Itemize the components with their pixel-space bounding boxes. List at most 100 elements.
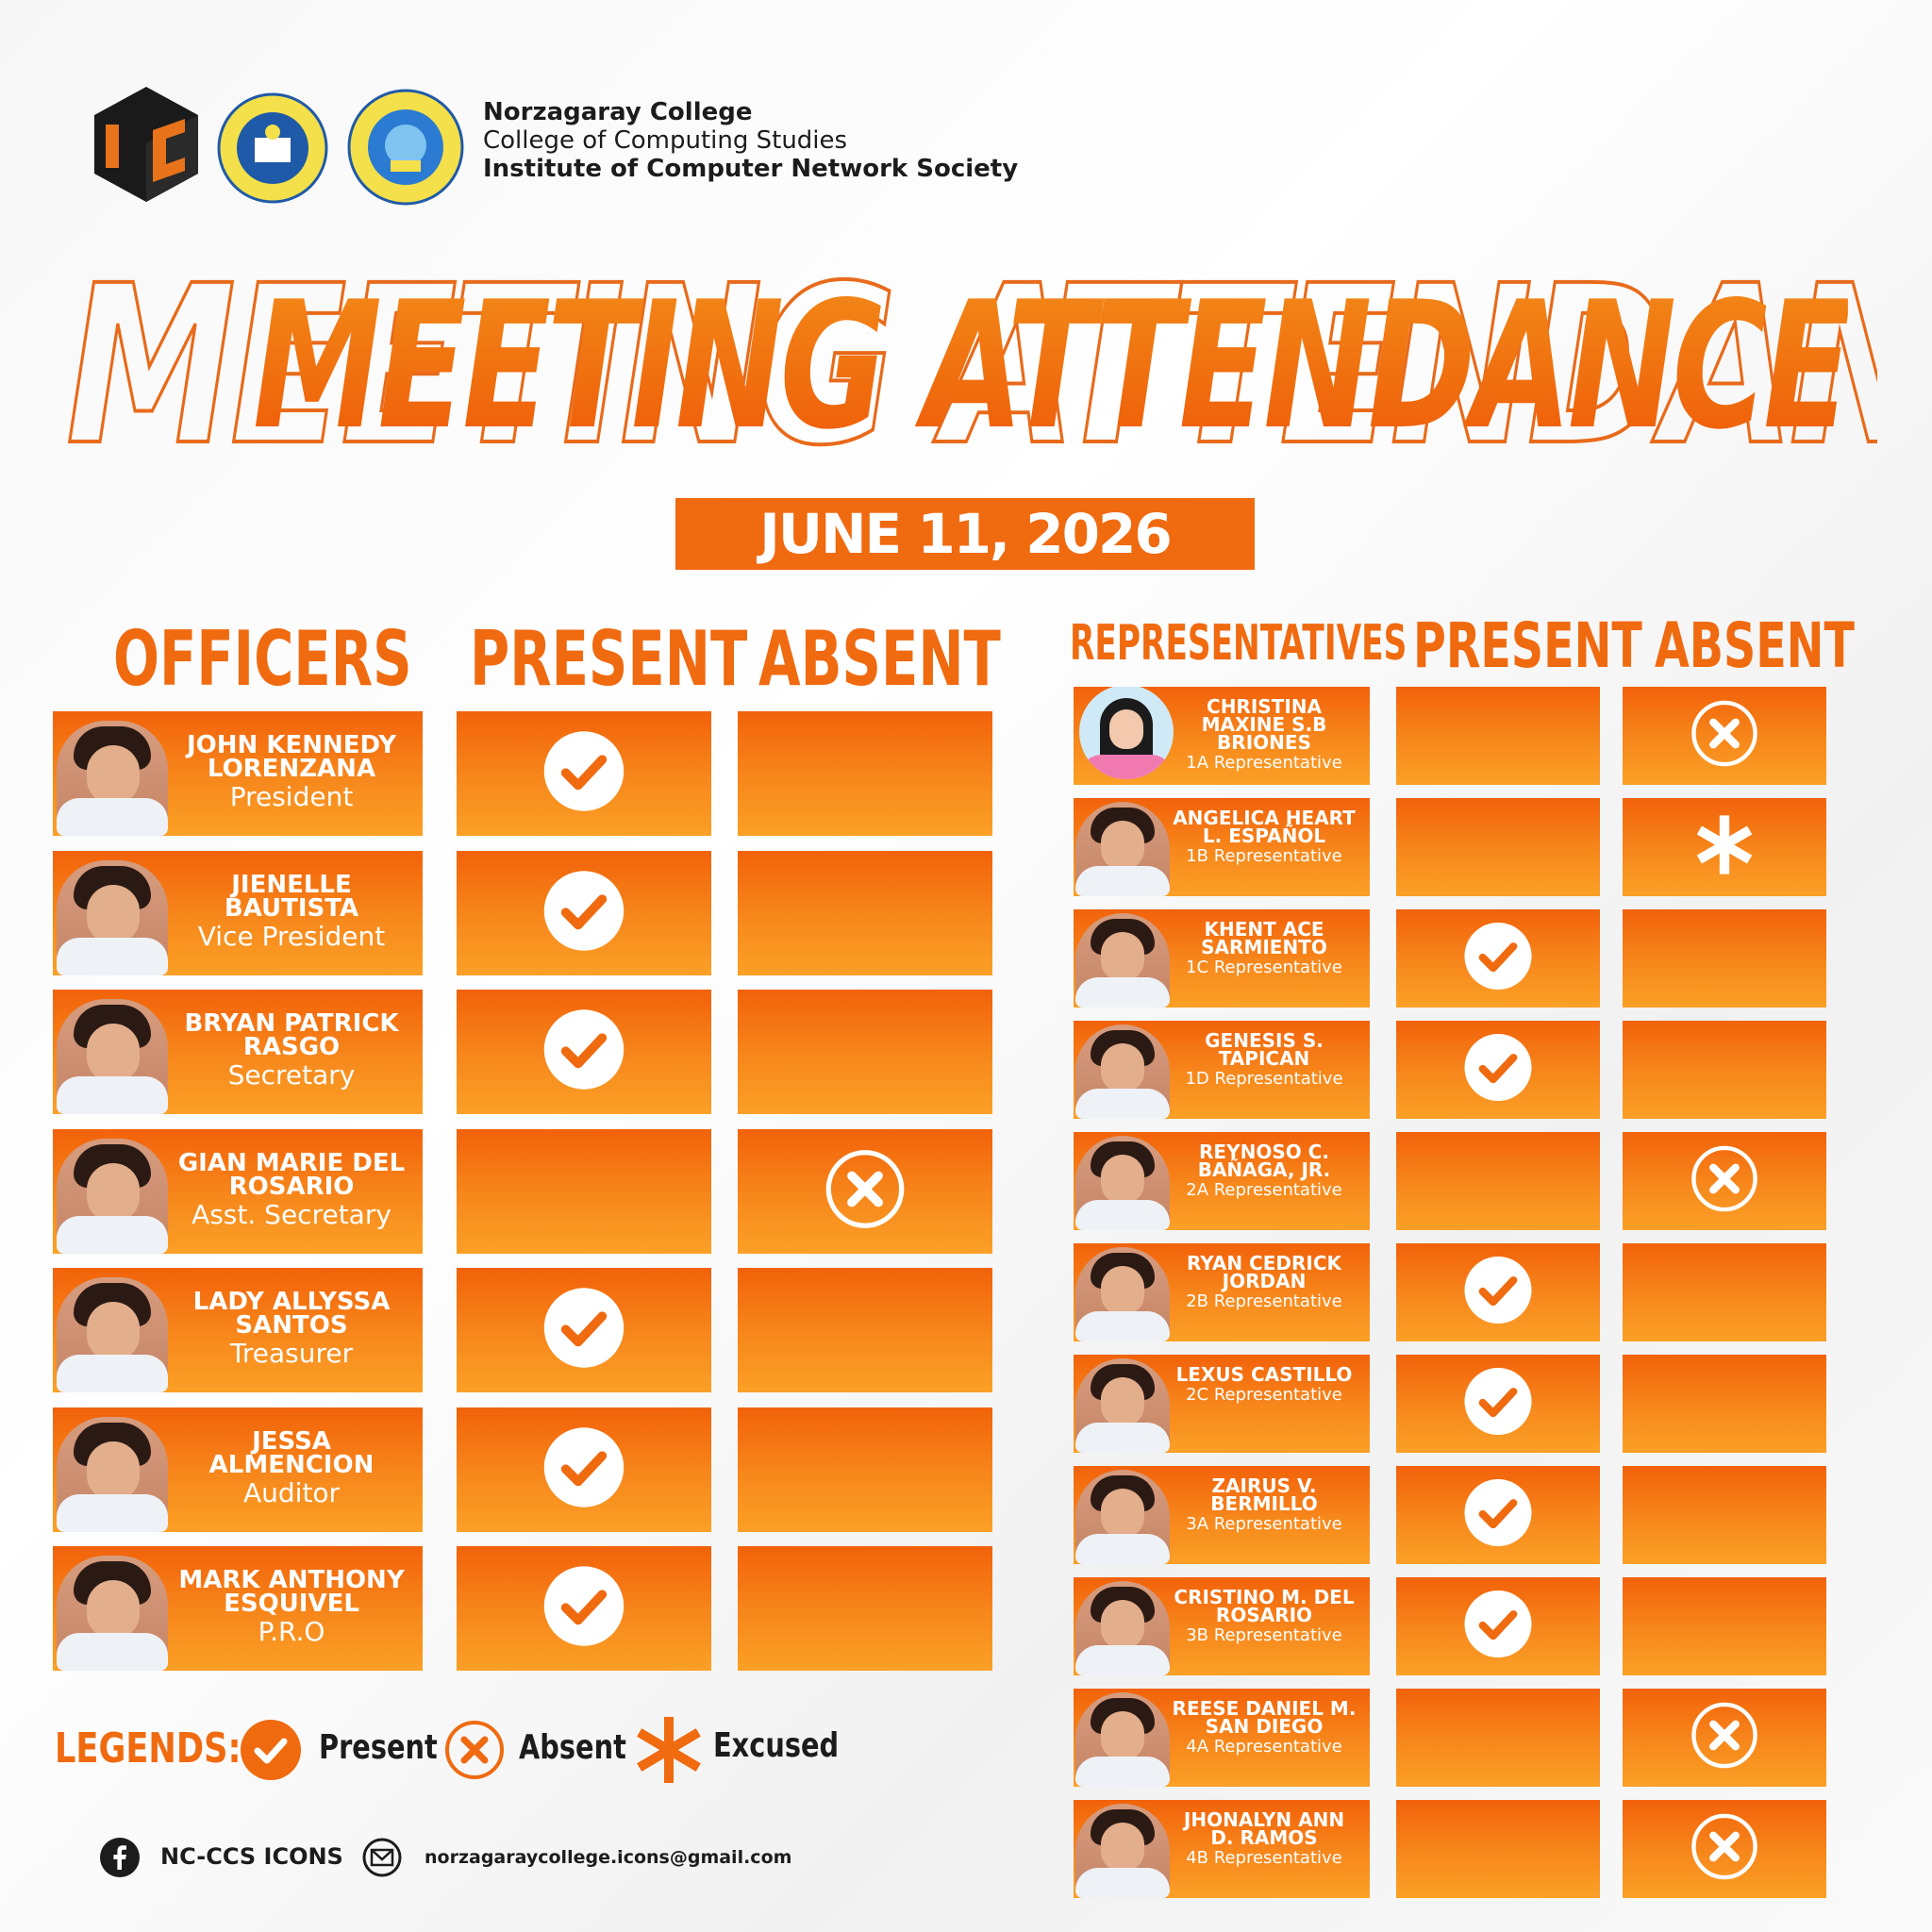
avatar <box>57 999 168 1114</box>
member-name: REYNOSO C. BAÑAGA, JR. <box>1197 1141 1331 1181</box>
member-name: CRISTINO M. DEL ROSARIO <box>1174 1586 1355 1626</box>
officer-person-cell: BRYAN PATRICK RASGO Secretary <box>53 990 423 1114</box>
x-circle-icon <box>1690 1144 1759 1219</box>
avatar <box>1075 1470 1170 1564</box>
reps-header: REPRESENTATIVES <box>1070 615 1407 672</box>
officer-absent-cell <box>738 850 992 975</box>
college-of-computing-studies-seal <box>347 89 464 206</box>
officers-present-header: PRESENT <box>470 615 748 703</box>
rep-person-cell: GENESIS S. TAPICAN 1D Representative <box>1074 1021 1370 1119</box>
email-address[interactable]: norzagaraycollege.icons@gmail.com <box>425 1847 792 1868</box>
member-info: ZAIRUS V. BERMILLO 3A Representative <box>1172 1474 1357 1536</box>
college-name: Norzagaray College <box>483 98 753 126</box>
member-role: Secretary <box>227 1059 356 1091</box>
rep-present-cell <box>1396 798 1600 896</box>
reps-absent-header: ABSENT <box>1655 609 1855 682</box>
officers-header: OFFICERS <box>113 615 412 703</box>
member-name: RYAN CEDRICK JORDAN <box>1186 1252 1341 1292</box>
officer-person-cell: LADY ALLYSSA SANTOS Treasurer <box>53 1268 423 1392</box>
organization-names: Norzagaray College College of Computing … <box>483 98 1018 183</box>
member-role: 1C Representative <box>1186 958 1342 977</box>
email-icon[interactable] <box>362 1838 402 1882</box>
rep-present-cell <box>1396 1243 1600 1341</box>
member-name: KHENT ACE SARMIENTO <box>1201 918 1327 958</box>
officer-absent-cell <box>738 1546 992 1671</box>
legend-absent-label: Absent <box>519 1728 626 1767</box>
department-name: College of Computing Studies <box>483 126 848 155</box>
member-role: P.R.O <box>258 1616 325 1647</box>
check-circle-icon <box>542 1287 625 1374</box>
rep-person-cell: JHONALYN ANN D. RAMOS 4B Representative <box>1074 1800 1370 1898</box>
member-info: MARK ANTHONY ESQUIVEL P.R.O <box>174 1566 409 1648</box>
x-circle-icon <box>1690 1812 1759 1887</box>
member-role: 1A Representative <box>1186 753 1342 773</box>
check-circle-icon <box>1463 1478 1533 1553</box>
member-name: ANGELICA HEART L. ESPAÑOL <box>1173 807 1356 847</box>
rep-absent-cell <box>1623 1466 1826 1564</box>
rep-present-cell <box>1396 1577 1600 1675</box>
rep-present-cell <box>1396 1466 1600 1564</box>
rep-absent-cell <box>1623 1577 1826 1675</box>
avatar <box>57 1416 168 1532</box>
member-name: BRYAN PATRICK RASGO <box>184 1009 399 1061</box>
rep-absent-cell <box>1623 909 1826 1008</box>
avatar <box>1075 1692 1170 1787</box>
member-name: MARK ANTHONY ESQUIVEL <box>178 1566 405 1618</box>
check-circle-icon <box>542 1565 625 1653</box>
avatar <box>57 859 168 975</box>
officer-present-cell <box>457 1128 711 1254</box>
member-role: President <box>229 781 354 812</box>
member-role: 4A Representative <box>1186 1737 1342 1757</box>
facebook-icon[interactable] <box>100 1838 140 1882</box>
member-info: RYAN CEDRICK JORDAN 2B Representative <box>1172 1252 1357 1313</box>
avatar <box>1075 1024 1170 1119</box>
member-role: 2A Representative <box>1186 1180 1342 1200</box>
member-role: 3A Representative <box>1186 1514 1342 1534</box>
x-circle-icon <box>1690 1701 1759 1775</box>
avatar <box>57 721 168 836</box>
check-circle-icon <box>1463 1590 1533 1664</box>
member-info: CRISTINO M. DEL ROSARIO 3B Representative <box>1172 1586 1357 1647</box>
legend-title: LEGENDS: <box>55 1724 242 1773</box>
member-info: GIAN MARIE DEL ROSARIO Asst. Secretary <box>174 1151 409 1231</box>
member-name: JHONALYN ANN D. RAMOS <box>1183 1808 1345 1849</box>
facebook-page-name[interactable]: NC-CCS ICONS <box>160 1843 343 1870</box>
avatar <box>57 1277 168 1392</box>
officer-present-cell <box>457 1546 711 1671</box>
legend-excused-label: Excused <box>713 1726 840 1765</box>
meeting-date: JUNE 11, 2026 <box>675 498 1255 570</box>
officer-absent-cell <box>738 990 992 1114</box>
check-circle-icon <box>1463 1256 1533 1330</box>
legend-present-icon <box>240 1719 302 1786</box>
member-name: CHRISTINA MAXINE S.B BRIONES <box>1201 695 1327 754</box>
avatar <box>1075 802 1170 896</box>
rep-person-cell: RYAN CEDRICK JORDAN 2B Representative <box>1074 1243 1370 1341</box>
member-role: 2C Representative <box>1186 1385 1342 1405</box>
icon-society-logo <box>94 87 198 202</box>
avatar <box>1075 1581 1170 1675</box>
member-info: GENESIS S. TAPICAN 1D Representative <box>1172 1031 1357 1091</box>
check-circle-icon <box>542 1008 625 1096</box>
member-role: 4B Representative <box>1186 1848 1342 1868</box>
officers-absent-header: ABSENT <box>758 615 1001 703</box>
check-circle-icon <box>542 869 625 957</box>
member-name: JOHN KENNEDY LORENZANA <box>186 731 397 783</box>
society-name: Institute of Computer Network Society <box>483 155 1019 183</box>
member-info: REYNOSO C. BAÑAGA, JR. 2A Representative <box>1172 1141 1357 1202</box>
rep-person-cell: CRISTINO M. DEL ROSARIO 3B Representative <box>1074 1577 1370 1675</box>
legend-absent-icon <box>443 1719 506 1786</box>
rep-present-cell <box>1396 1689 1600 1787</box>
avatar <box>57 1138 168 1254</box>
rep-present-cell <box>1396 1800 1600 1898</box>
member-info: JOHN KENNEDY LORENZANA President <box>174 731 409 813</box>
member-name: LEXUS CASTILLO <box>1175 1363 1353 1386</box>
rep-absent-cell <box>1623 1689 1826 1787</box>
member-info: LEXUS CASTILLO 2C Representative <box>1172 1363 1357 1407</box>
check-circle-icon <box>542 730 625 818</box>
rep-person-cell: ZAIRUS V. BERMILLO 3A Representative <box>1074 1466 1370 1564</box>
member-role: Asst. Secretary <box>192 1198 391 1230</box>
member-info: JHONALYN ANN D. RAMOS 4B Representative <box>1172 1808 1357 1870</box>
rep-person-cell: REYNOSO C. BAÑAGA, JR. 2A Representative <box>1074 1132 1370 1230</box>
officer-person-cell: JESSA ALMENCION Auditor <box>53 1407 423 1532</box>
member-name: ZAIRUS V. BERMILLO <box>1210 1474 1318 1515</box>
